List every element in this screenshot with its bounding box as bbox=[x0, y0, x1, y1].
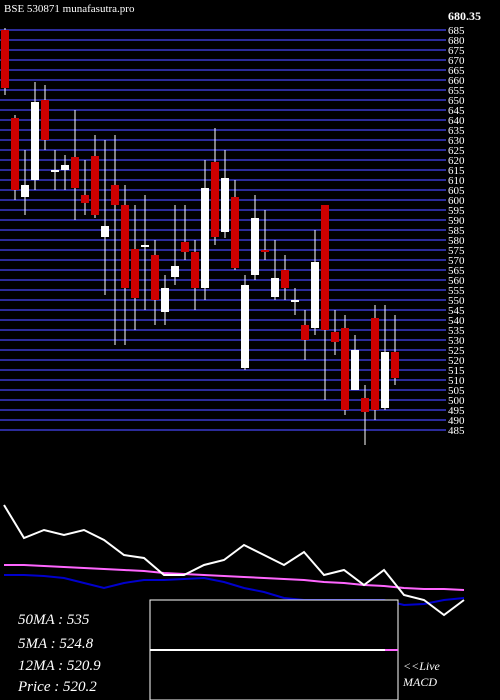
candle-body bbox=[311, 262, 319, 328]
y-tick-label: 610 bbox=[448, 175, 465, 187]
candle-body bbox=[271, 278, 279, 297]
candle-body bbox=[301, 325, 309, 340]
y-tick-label: 595 bbox=[448, 205, 465, 217]
candle-body bbox=[231, 197, 239, 268]
y-tick-label: 590 bbox=[448, 215, 465, 227]
y-tick-label: 665 bbox=[448, 65, 465, 77]
candle-body bbox=[101, 226, 109, 237]
candle-body bbox=[211, 162, 219, 237]
y-tick-label: 615 bbox=[448, 165, 465, 177]
candle-body bbox=[21, 185, 29, 197]
y-tick-label: 670 bbox=[448, 55, 465, 67]
y-tick-label: 685 bbox=[448, 25, 465, 37]
candle-body bbox=[351, 350, 359, 390]
y-tick-label: 650 bbox=[448, 95, 465, 107]
y-tick-label: 545 bbox=[448, 305, 465, 317]
y-tick-label: 570 bbox=[448, 255, 465, 267]
y-tick-label: 505 bbox=[448, 385, 465, 397]
candle-body bbox=[201, 188, 209, 288]
high-label: 680.35 bbox=[448, 9, 481, 23]
y-tick-label: 635 bbox=[448, 125, 465, 137]
candle-body bbox=[321, 205, 329, 330]
y-tick-label: 580 bbox=[448, 235, 465, 247]
candle-body bbox=[391, 352, 399, 378]
price-label: Price : 520.2 bbox=[17, 679, 97, 695]
y-tick-label: 550 bbox=[448, 295, 465, 307]
candle-body bbox=[141, 245, 149, 247]
candle-body bbox=[181, 242, 189, 252]
candle-body bbox=[131, 249, 139, 298]
candle-body bbox=[221, 178, 229, 232]
y-tick-label: 645 bbox=[448, 105, 465, 117]
y-tick-label: 520 bbox=[448, 355, 465, 367]
y-tick-label: 660 bbox=[448, 75, 465, 87]
candle-body bbox=[251, 218, 259, 275]
y-tick-label: 525 bbox=[448, 345, 465, 357]
macd-label: MACD bbox=[402, 675, 437, 689]
candle-body bbox=[281, 270, 289, 288]
candle-body bbox=[361, 398, 369, 412]
candle-body bbox=[191, 252, 199, 288]
y-tick-label: 485 bbox=[448, 425, 465, 437]
y-tick-label: 490 bbox=[448, 415, 465, 427]
y-tick-label: 560 bbox=[448, 275, 465, 287]
candle-body bbox=[111, 185, 119, 205]
y-tick-label: 585 bbox=[448, 225, 465, 237]
y-tick-label: 630 bbox=[448, 135, 465, 147]
candle-body bbox=[81, 195, 89, 203]
y-tick-label: 535 bbox=[448, 325, 465, 337]
candle-body bbox=[171, 266, 179, 277]
y-tick-label: 540 bbox=[448, 315, 465, 327]
candle-body bbox=[41, 100, 49, 140]
candle-body bbox=[371, 318, 379, 410]
candle-body bbox=[71, 157, 79, 188]
y-tick-label: 620 bbox=[448, 155, 465, 167]
candle-body bbox=[11, 118, 19, 190]
y-tick-label: 655 bbox=[448, 85, 465, 97]
y-tick-label: 530 bbox=[448, 335, 465, 347]
y-tick-label: 680 bbox=[448, 35, 465, 47]
candle-body bbox=[91, 156, 99, 215]
y-axis: 4854904955005055105155205255305355405455… bbox=[448, 25, 465, 437]
y-tick-label: 575 bbox=[448, 245, 465, 257]
candle-body bbox=[261, 250, 269, 252]
y-tick-label: 605 bbox=[448, 185, 465, 197]
indicator-line bbox=[4, 564, 465, 591]
y-tick-label: 600 bbox=[448, 195, 465, 207]
candle-body bbox=[61, 165, 69, 170]
ma50-label: 50MA : 535 bbox=[18, 612, 90, 628]
y-tick-label: 510 bbox=[448, 375, 465, 387]
candle-body bbox=[331, 332, 339, 342]
candles bbox=[1, 28, 399, 445]
y-tick-label: 565 bbox=[448, 265, 465, 277]
y-tick-label: 495 bbox=[448, 405, 465, 417]
candle-body bbox=[1, 30, 9, 88]
y-tick-label: 555 bbox=[448, 285, 465, 297]
ma12-label: 12MA : 520.9 bbox=[18, 658, 101, 674]
indicator-line bbox=[3, 504, 465, 617]
candle-body bbox=[31, 102, 39, 180]
candle-body bbox=[121, 205, 129, 288]
chart-title: BSE 530871 munafasutra.pro bbox=[4, 3, 135, 15]
candle-body bbox=[151, 255, 159, 300]
live-label: <<Live bbox=[403, 659, 441, 673]
candle-body bbox=[241, 285, 249, 368]
y-tick-label: 625 bbox=[448, 145, 465, 157]
y-tick-label: 640 bbox=[448, 115, 465, 127]
candle-body bbox=[161, 288, 169, 312]
y-tick-label: 675 bbox=[448, 45, 465, 57]
ma5-label: 5MA : 524.8 bbox=[18, 636, 94, 652]
y-tick-label: 500 bbox=[448, 395, 465, 407]
y-tick-label: 515 bbox=[448, 365, 465, 377]
candle-body bbox=[51, 170, 59, 172]
candle-body bbox=[291, 300, 299, 302]
candle-body bbox=[341, 328, 349, 410]
candle-body bbox=[381, 352, 389, 408]
